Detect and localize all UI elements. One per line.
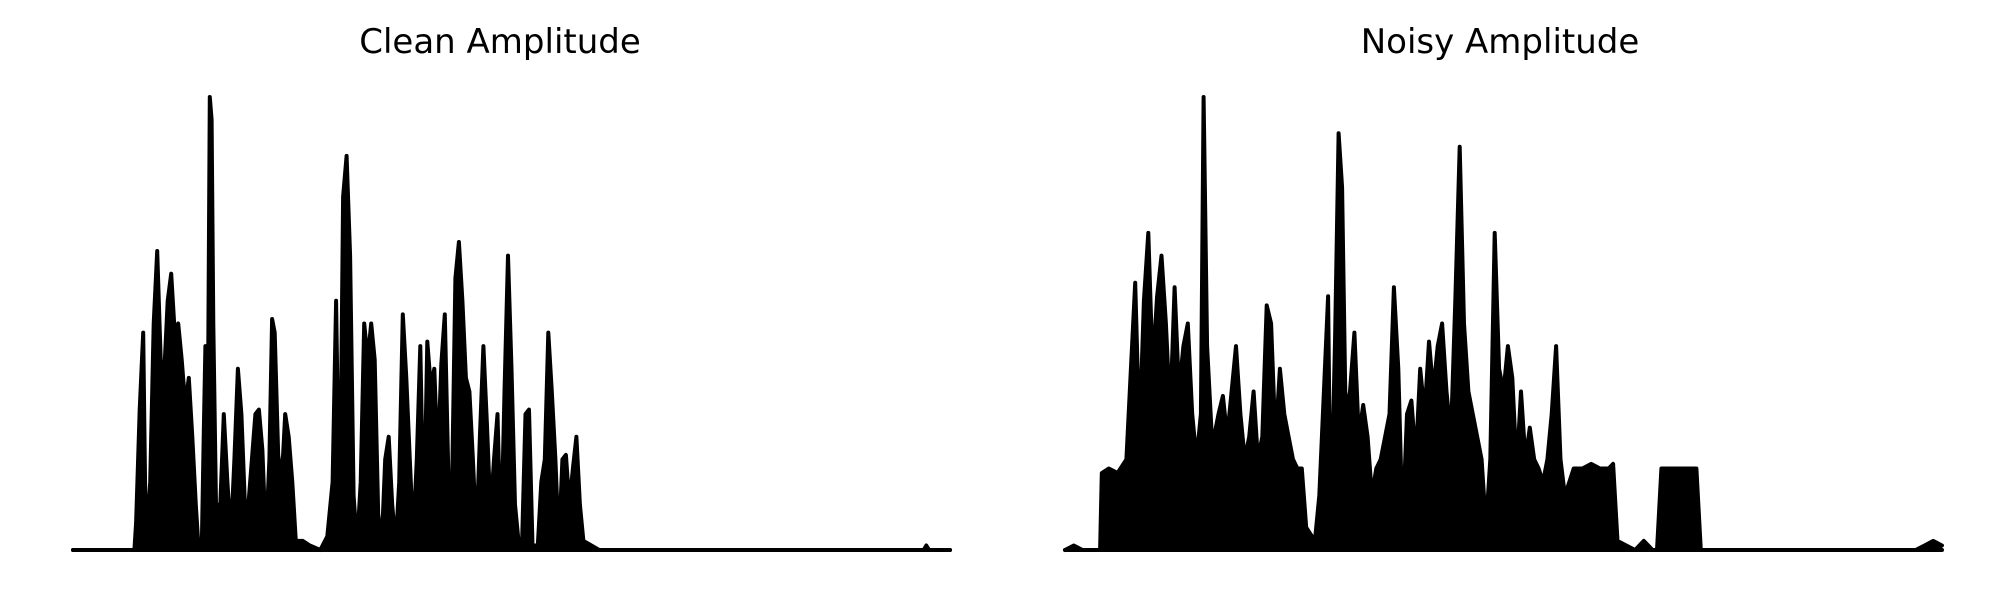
noisy-amplitude-title: Noisy Amplitude	[1360, 22, 1640, 62]
noisy-amplitude-line-fill	[1065, 97, 1942, 550]
clean-amplitude-panel: Clean Amplitude	[71, 22, 952, 552]
clean-amplitude-line	[71, 95, 952, 552]
clean-amplitude-chart	[71, 95, 952, 552]
noisy-amplitude-panel: Noisy Amplitude	[1000, 0, 2000, 600]
noisy-amplitude-chart	[1063, 95, 1944, 552]
clean-amplitude-title: Clean Amplitude	[359, 22, 641, 62]
clean-amplitude-line-fill	[73, 97, 950, 550]
